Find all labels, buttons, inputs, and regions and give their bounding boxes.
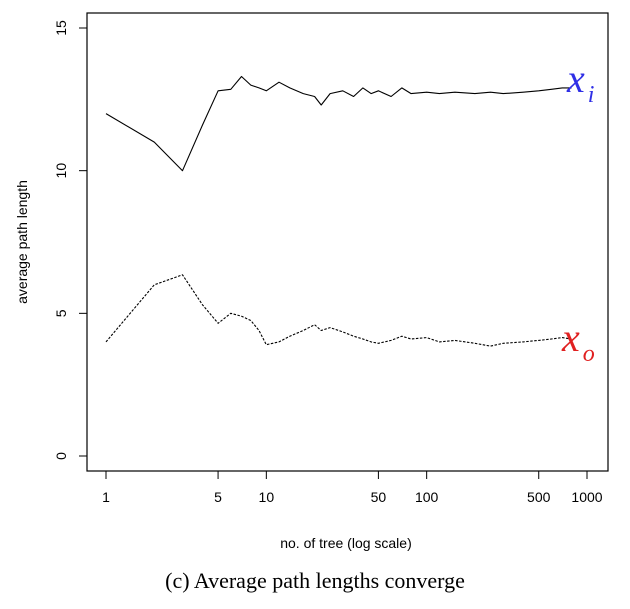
series-annotations: x ix o bbox=[561, 56, 595, 367]
x-axis: 1 5 10 50 100 500 1000 bbox=[102, 470, 603, 505]
series-line-x-i bbox=[105, 75, 572, 172]
series-line-x-o bbox=[105, 274, 572, 347]
series-label-base: x bbox=[566, 56, 585, 101]
y-axis: 0 5 10 15 bbox=[53, 20, 88, 460]
x-tick-label: 5 bbox=[214, 489, 222, 505]
y-tick-label: 15 bbox=[53, 20, 69, 36]
y-axis-label: average path length bbox=[14, 180, 30, 304]
series-layer bbox=[105, 75, 572, 347]
figure-caption: (c) Average path lengths converge bbox=[165, 568, 465, 593]
x-tick-label: 1 bbox=[102, 489, 110, 505]
series-label-base: x bbox=[561, 315, 580, 360]
series-label-subscript: o bbox=[583, 341, 595, 367]
x-tick-label: 1000 bbox=[571, 489, 602, 505]
x-tick-label: 500 bbox=[527, 489, 551, 505]
plot-frame bbox=[86, 12, 609, 472]
x-axis-label: no. of tree (log scale) bbox=[280, 535, 412, 551]
x-tick-label: 10 bbox=[259, 489, 275, 505]
series-label-subscript: i bbox=[588, 82, 595, 108]
x-tick-label: 50 bbox=[371, 489, 387, 505]
x-tick-label: 100 bbox=[415, 489, 439, 505]
y-tick-label: 10 bbox=[53, 163, 69, 179]
y-tick-label: 5 bbox=[53, 309, 69, 317]
y-tick-label: 0 bbox=[53, 452, 69, 460]
